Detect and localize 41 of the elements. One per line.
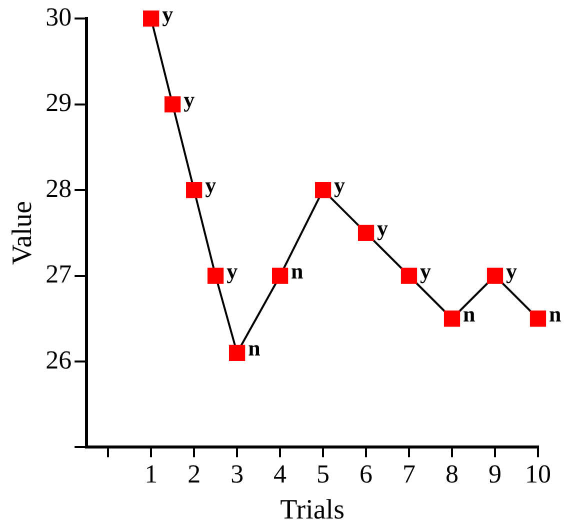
x-tick-label: 7 (402, 460, 416, 489)
point (486, 268, 504, 284)
y-tick-label: 27 (46, 260, 72, 289)
point (143, 10, 160, 27)
x-tick-label: 6 (360, 460, 373, 489)
data-label: y (377, 216, 388, 241)
data-label: y (162, 1, 174, 26)
x-tick-label: 1 (144, 460, 158, 489)
x-axis-title: Trials (280, 494, 344, 526)
point (228, 344, 246, 361)
data-label: y (205, 172, 216, 198)
point (444, 310, 460, 327)
point (208, 268, 224, 284)
x-tick-label: 9 (488, 460, 502, 489)
y-tick-label: 30 (46, 2, 72, 32)
y-tick-label: 26 (46, 345, 72, 374)
data-label: y (226, 258, 238, 284)
data-label: n (248, 336, 260, 361)
point (400, 268, 418, 284)
x-tick-label: 10 (525, 460, 551, 489)
point (164, 96, 181, 112)
data-label: y (506, 258, 518, 284)
data-label: y (184, 87, 195, 112)
point (530, 310, 546, 327)
y-axis-title: Value (7, 201, 38, 265)
x-tick-label: 2 (188, 460, 201, 489)
y-tick-label: 29 (46, 88, 72, 118)
point (186, 182, 202, 198)
y-tick-label: 28 (46, 174, 72, 203)
data-label: n (291, 258, 304, 284)
data-label: y (420, 258, 432, 284)
point (314, 182, 332, 198)
data-label: y (334, 172, 346, 198)
x-tick-label: 3 (230, 460, 244, 489)
x-tick-label: 8 (446, 460, 459, 489)
point (358, 224, 374, 241)
x-tick-label: 5 (316, 460, 330, 489)
point (272, 268, 288, 284)
data-label: n (549, 301, 562, 326)
data-label: n (463, 301, 476, 326)
x-tick-label: 4 (274, 460, 287, 489)
